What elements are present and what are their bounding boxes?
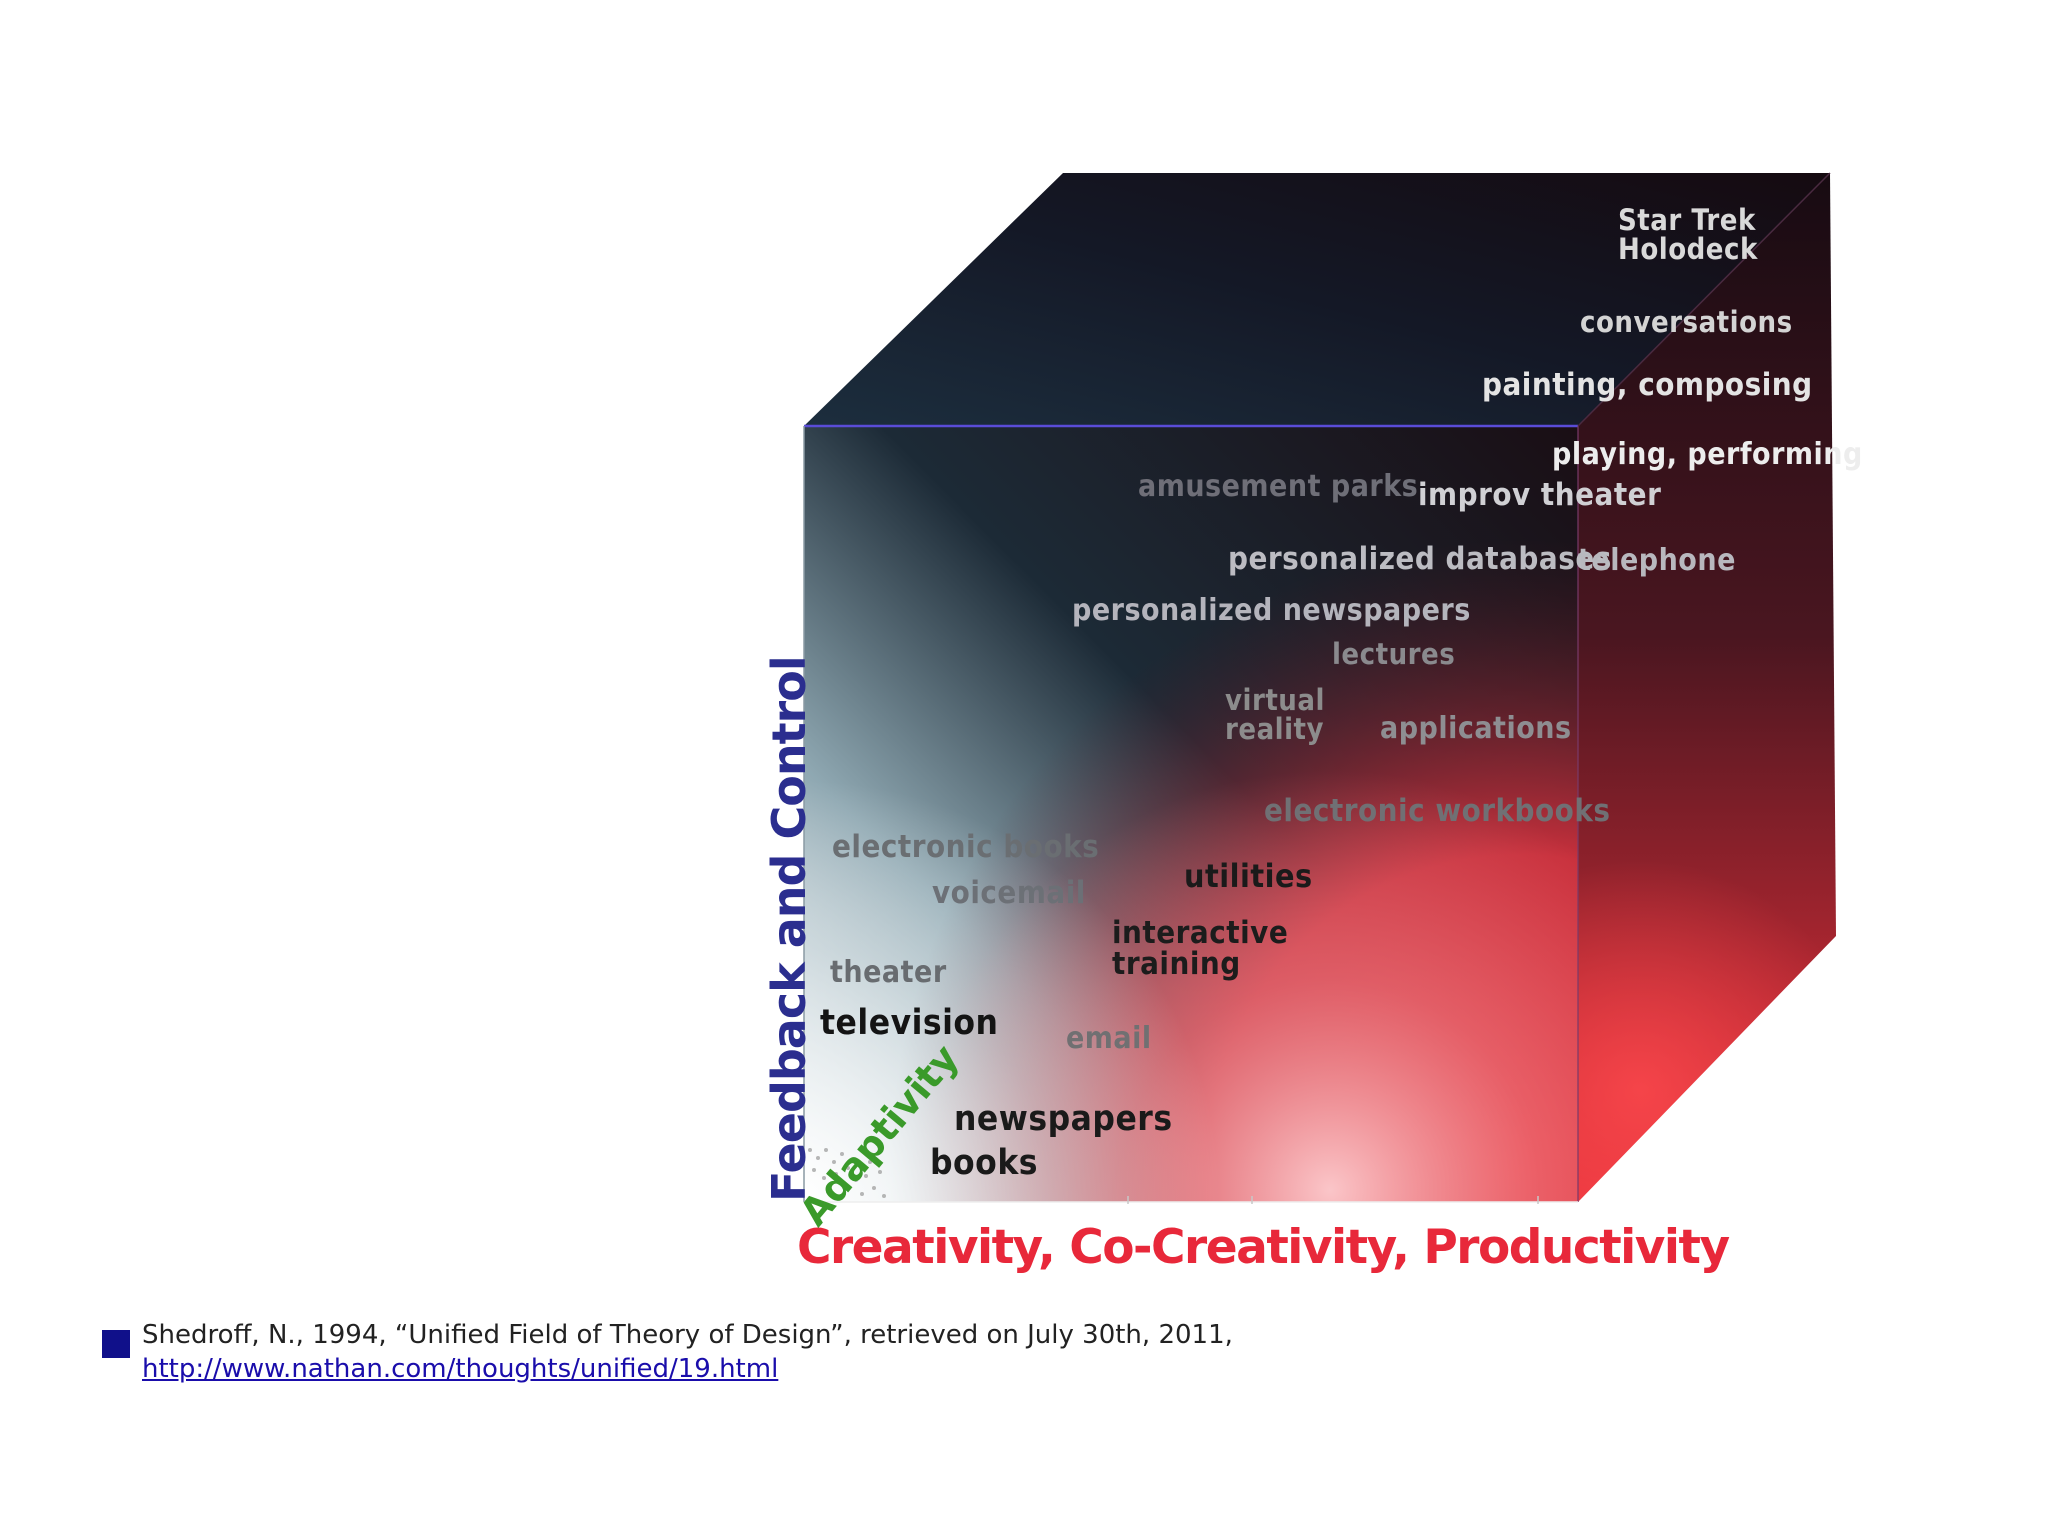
label-line: electronic books — [832, 829, 1100, 865]
label-line: personalized newspapers — [1072, 593, 1471, 628]
label-line: television — [820, 1003, 999, 1043]
label-line: personalized databases — [1228, 541, 1612, 577]
label-electronic-books: electronic books — [832, 832, 1099, 863]
label-line: playing, performing — [1552, 437, 1863, 472]
horizontal-axis-label: Creativity, Co-Creativity, Productivity — [797, 1220, 1730, 1275]
label-line: newspapers — [954, 1099, 1173, 1139]
label-line: books — [930, 1143, 1038, 1183]
label-line: email — [1066, 1021, 1152, 1056]
reference-text: Shedroff, N., 1994, “Unified Field of Th… — [142, 1320, 1233, 1350]
label-improv-theater: improv theater — [1418, 480, 1661, 511]
label-line: painting, composing — [1482, 367, 1813, 403]
label-line: electronic workbooks — [1264, 793, 1611, 829]
label-line: training — [1112, 946, 1241, 982]
label-utilities: utilities — [1184, 860, 1313, 892]
label-line: theater — [830, 955, 947, 990]
label-theater: theater — [830, 958, 947, 988]
label-line: utilities — [1184, 857, 1313, 895]
label-line: telephone — [1578, 543, 1736, 578]
label-line: Holodeck — [1618, 232, 1758, 266]
label-line: lectures — [1332, 637, 1456, 671]
label-line: interactive — [1112, 915, 1289, 951]
label-television: television — [820, 1006, 998, 1041]
label-personalized-newspapers: personalized newspapers — [1072, 596, 1471, 626]
label-conversations: conversations — [1580, 308, 1793, 337]
reference: Shedroff, N., 1994, “Unified Field of Th… — [102, 1318, 1302, 1386]
label-painting-composing: painting, composing — [1482, 370, 1813, 401]
label-amusement-parks: amusement parks — [1138, 472, 1418, 502]
label-star-trek-holodeck: Star Trek Holodeck — [1618, 206, 1758, 264]
label-lectures: lectures — [1332, 640, 1455, 669]
label-newspapers: newspapers — [954, 1102, 1173, 1137]
label-interactive-training: interactive training — [1112, 918, 1288, 980]
label-line: improv theater — [1418, 477, 1662, 513]
label-line: applications — [1380, 711, 1572, 746]
label-electronic-workbooks: electronic workbooks — [1264, 796, 1611, 827]
label-personalized-databases: personalized databases — [1228, 544, 1612, 575]
label-line: virtual — [1225, 683, 1325, 717]
cube-top-face — [804, 173, 1830, 426]
label-virtual-reality: virtual reality — [1225, 686, 1325, 744]
reference-link[interactable]: http://www.nathan.com/thoughts/unified/1… — [142, 1354, 779, 1384]
vertical-axis-label: Feedback and Control — [762, 656, 816, 1202]
label-playing-performing: playing, performing — [1552, 440, 1863, 470]
label-applications: applications — [1380, 714, 1572, 744]
label-books: books — [930, 1146, 1038, 1181]
label-line: voicemail — [932, 875, 1086, 911]
label-line: Star Trek — [1618, 203, 1756, 237]
square-bullet-icon — [102, 1330, 130, 1358]
label-telephone: telephone — [1578, 546, 1736, 576]
label-line: reality — [1225, 712, 1325, 746]
label-line: amusement parks — [1138, 469, 1419, 504]
label-line: conversations — [1580, 305, 1793, 339]
label-email: email — [1066, 1024, 1152, 1054]
label-voicemail: voicemail — [932, 878, 1086, 909]
